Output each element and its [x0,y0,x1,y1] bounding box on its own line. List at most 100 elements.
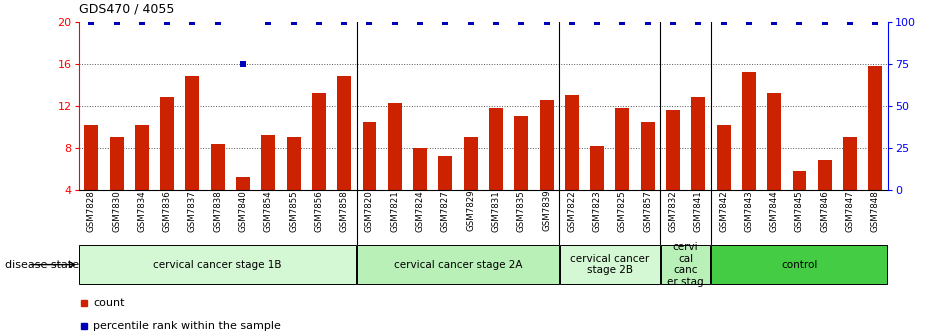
Point [134,19,149,25]
Bar [514,116,528,232]
Point [488,19,503,25]
Text: GSM7857: GSM7857 [643,190,652,232]
Bar [135,125,149,232]
Text: GSM7848: GSM7848 [870,190,880,232]
Text: GSM7835: GSM7835 [517,190,525,232]
Point [286,19,301,25]
Bar [767,93,781,232]
Text: GDS470 / 4055: GDS470 / 4055 [79,3,174,15]
Bar [666,110,680,232]
Point [742,19,757,25]
Bar [717,125,731,232]
Bar [262,135,276,232]
Point [868,19,882,25]
Bar [641,122,655,232]
Text: GSM7841: GSM7841 [694,190,703,232]
Point [388,19,402,25]
Text: GSM7838: GSM7838 [214,190,222,232]
Bar [438,156,452,232]
Bar [539,99,553,232]
Text: GSM7845: GSM7845 [795,190,804,232]
Text: GSM7821: GSM7821 [390,190,400,232]
Bar [843,137,857,232]
Point [236,61,251,67]
Bar [388,103,401,232]
Text: GSM7843: GSM7843 [745,190,753,232]
Text: GSM7822: GSM7822 [567,190,576,232]
Point [564,19,579,25]
Point [716,19,731,25]
Text: cervi
cal
canc
er stag: cervi cal canc er stag [667,242,704,287]
Text: cervical cancer
stage 2B: cervical cancer stage 2B [570,254,649,276]
Text: GSM7832: GSM7832 [669,190,677,232]
Bar [236,177,250,232]
Bar [413,148,427,232]
Bar [160,97,174,232]
Bar [211,144,225,232]
Point [590,19,605,25]
Point [185,19,200,25]
Point [514,19,529,25]
Bar [463,137,477,232]
Point [843,19,857,25]
Text: GSM7836: GSM7836 [163,190,172,232]
Text: GSM7834: GSM7834 [137,190,146,232]
Point [362,19,376,25]
Text: disease state: disease state [5,260,79,269]
Point [160,19,175,25]
Text: percentile rank within the sample: percentile rank within the sample [93,321,281,331]
Bar [818,161,832,232]
Bar [338,77,352,232]
Text: count: count [93,298,125,308]
Point [463,19,478,25]
Bar [793,171,807,232]
Point [337,19,352,25]
Point [413,19,427,25]
Text: GSM7825: GSM7825 [618,190,627,232]
Text: GSM7828: GSM7828 [87,190,96,232]
Point [210,19,225,25]
Bar [869,66,882,232]
Bar [565,95,579,232]
Text: GSM7842: GSM7842 [719,190,728,232]
Text: GSM7830: GSM7830 [112,190,121,232]
Point [109,19,124,25]
Point [615,19,630,25]
Text: cervical cancer stage 2A: cervical cancer stage 2A [394,260,523,269]
Text: GSM7844: GSM7844 [770,190,779,232]
Point [767,19,782,25]
Text: GSM7846: GSM7846 [820,190,830,232]
Text: GSM7827: GSM7827 [441,190,450,232]
Bar [691,97,705,232]
Point [84,19,99,25]
Point [691,19,706,25]
Text: GSM7839: GSM7839 [542,190,551,232]
FancyBboxPatch shape [660,245,710,284]
Bar [109,137,124,232]
Text: GSM7831: GSM7831 [491,190,500,232]
Bar [489,108,503,232]
Text: GSM7820: GSM7820 [365,190,374,232]
Bar [287,137,301,232]
Text: GSM7858: GSM7858 [339,190,349,232]
Text: GSM7855: GSM7855 [290,190,298,232]
Text: GSM7854: GSM7854 [264,190,273,232]
Text: GSM7824: GSM7824 [415,190,425,232]
Bar [363,122,376,232]
FancyBboxPatch shape [711,245,887,284]
Point [640,19,655,25]
Text: GSM7847: GSM7847 [845,190,855,232]
Point [666,19,681,25]
FancyBboxPatch shape [357,245,559,284]
Text: GSM7840: GSM7840 [239,190,248,232]
FancyBboxPatch shape [80,245,356,284]
Bar [312,93,326,232]
Point [792,19,807,25]
Text: GSM7837: GSM7837 [188,190,197,232]
Bar [742,72,756,232]
Text: GSM7823: GSM7823 [593,190,601,232]
Bar [615,108,629,232]
Point [438,19,452,25]
Text: GSM7829: GSM7829 [466,190,475,232]
Point [539,19,554,25]
